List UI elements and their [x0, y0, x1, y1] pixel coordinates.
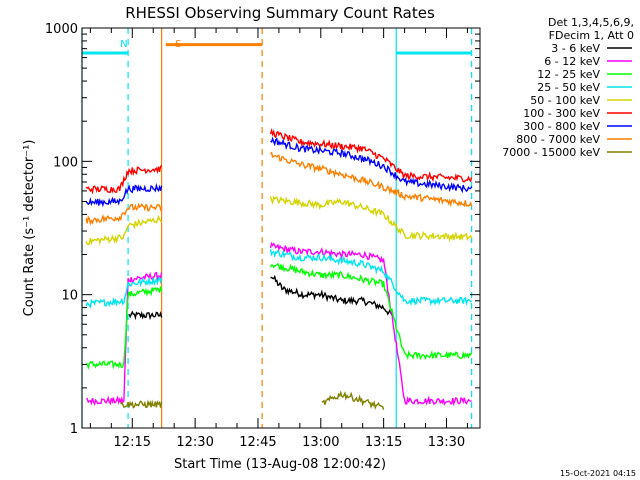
- series-line: [85, 136, 473, 208]
- timestamp: 15-Oct-2021 04:15: [560, 469, 636, 478]
- x-tick-label: 13:00: [302, 435, 339, 450]
- annotation-label: S: [175, 39, 181, 50]
- legend-entry-label: 3 - 6 keV: [551, 42, 600, 55]
- x-tick-label: 13:15: [365, 435, 402, 450]
- y-tick-label: 100: [53, 155, 78, 170]
- y-tick-label: 1000: [45, 22, 78, 37]
- x-tick-label: 12:15: [114, 435, 151, 450]
- legend-entry-label: 300 - 800 keV: [523, 120, 600, 133]
- legend-entry-label: 25 - 50 keV: [537, 81, 600, 94]
- y-axis: 1 10 100 1000: [45, 22, 480, 437]
- legend: Det 1,3,4,5,6,9,FDecim 1, Att 03 - 6 keV…: [502, 16, 634, 159]
- series-line: [85, 248, 472, 309]
- series-line: [85, 151, 473, 226]
- series-line: [85, 195, 473, 246]
- series-line: [120, 390, 385, 410]
- status-bars: [82, 43, 472, 55]
- series-line: [128, 274, 393, 321]
- legend-title-line: Det 1,3,4,5,6,9,: [548, 16, 634, 29]
- legend-entry-label: 800 - 7000 keV: [516, 133, 600, 146]
- legend-entry-label: 50 - 100 keV: [530, 94, 600, 107]
- x-tick-label: 12:30: [176, 435, 213, 450]
- chart-title: RHESSI Observing Summary Count Rates: [125, 4, 435, 22]
- series-line: [86, 241, 472, 407]
- annotation-label: N: [120, 39, 127, 50]
- x-tick-label: 12:45: [239, 435, 276, 450]
- y-tick-label: 1: [70, 422, 78, 437]
- legend-entry-label: 100 - 300 keV: [523, 107, 600, 120]
- legend-entry-label: 7000 - 15000 keV: [502, 146, 600, 159]
- x-axis-label: Start Time (13-Aug-08 12:00:42): [174, 457, 386, 472]
- legend-title-line: FDecim 1, Att 0: [549, 29, 634, 42]
- x-tick-label: 13:30: [428, 435, 465, 450]
- series-line: [85, 262, 473, 370]
- x-axis: 12:15 12:30 12:45 13:00 13:15 13:30: [89, 28, 468, 450]
- y-axis-label: Count Rate (s⁻¹ detector⁻¹): [22, 140, 37, 317]
- series-line: [85, 127, 473, 195]
- y-tick-label: 10: [61, 289, 78, 304]
- legend-entry-label: 12 - 25 keV: [537, 68, 600, 81]
- series-group: [85, 127, 473, 410]
- legend-entry-label: 6 - 12 keV: [544, 55, 600, 68]
- plot-frame: [81, 27, 481, 429]
